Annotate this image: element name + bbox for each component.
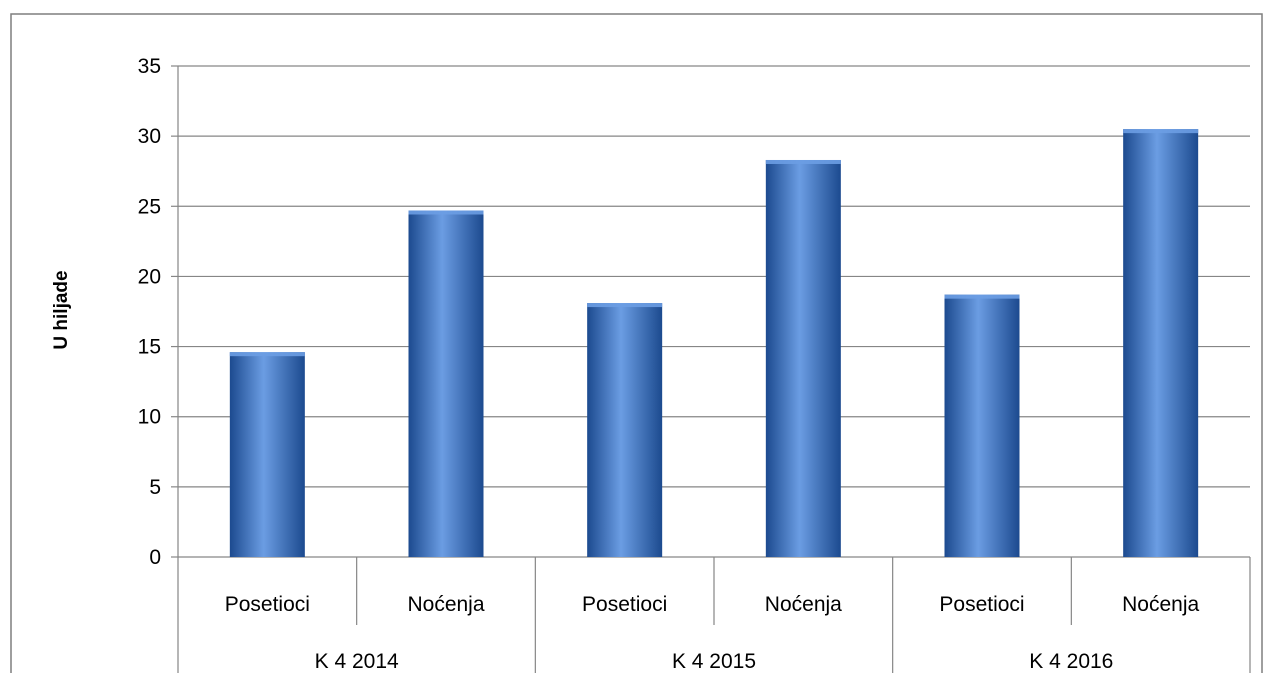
y-tick-label: 10	[138, 406, 161, 429]
bar	[1123, 129, 1199, 557]
bar	[765, 159, 841, 557]
chart-border	[10, 13, 1263, 673]
bar-top-highlight	[944, 294, 1020, 299]
category-label: Noćenja	[407, 593, 484, 616]
category-label: Noćenja	[1122, 593, 1199, 616]
category-label: Posetioci	[582, 593, 667, 616]
gridlines	[178, 65, 1250, 558]
group-label: K 4 2016	[1029, 650, 1113, 673]
bar-top-highlight	[587, 303, 663, 308]
category-label: Posetioci	[225, 593, 310, 616]
y-tick-label: 20	[138, 265, 161, 288]
y-tick-label: 30	[138, 125, 161, 148]
y-tick-label: 0	[149, 546, 161, 569]
category-label: Noćenja	[765, 593, 842, 616]
y-tick-label: 5	[149, 476, 161, 499]
bars	[229, 129, 1199, 557]
bar-top-highlight	[1123, 129, 1199, 134]
bar-top-highlight	[765, 159, 841, 164]
group-label: K 4 2014	[315, 650, 399, 673]
y-tick-label: 35	[138, 55, 161, 78]
y-tick-label: 15	[138, 336, 161, 359]
bar	[229, 352, 305, 557]
category-label: Posetioci	[939, 593, 1024, 616]
bar-top-highlight	[229, 352, 305, 357]
bar	[587, 303, 663, 557]
bar	[944, 294, 1020, 557]
y-axis-label: U hiljade	[51, 270, 72, 349]
bar-top-highlight	[408, 210, 484, 215]
axes: 0 5 10 15 20 25 30 35 Posetioci Noćenja Posetioci N…	[138, 55, 1251, 673]
group-label: K 4 2015	[672, 650, 756, 673]
bar	[408, 210, 484, 557]
y-tick-label: 25	[138, 195, 161, 218]
